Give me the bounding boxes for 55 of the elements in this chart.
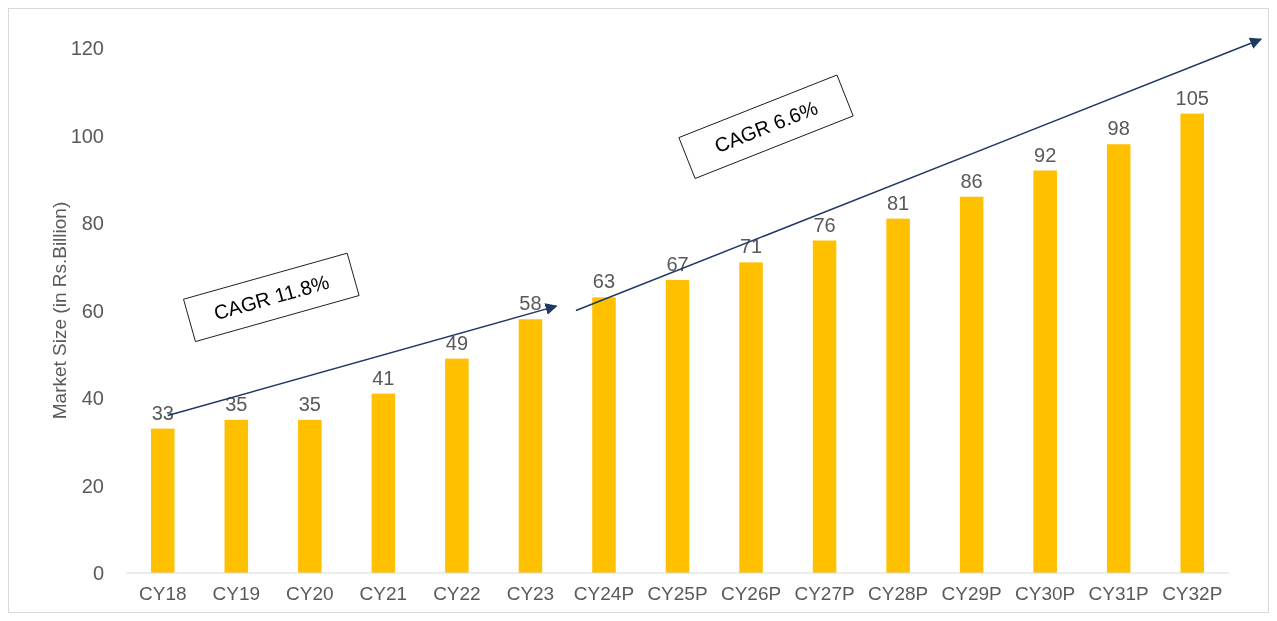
x-tick-label: CY22 xyxy=(433,583,481,604)
x-tick-label: CY25P xyxy=(647,583,708,604)
y-tick-label: 20 xyxy=(81,474,104,497)
data-label: 105 xyxy=(1175,86,1209,109)
x-tick-label: CY28P xyxy=(868,583,929,604)
annotation: CAGR 6.6% xyxy=(711,96,821,158)
y-tick-label: 120 xyxy=(70,37,104,59)
x-tick-label: CY29P xyxy=(941,583,1002,604)
x-tick-label: CY21 xyxy=(359,583,408,604)
bar xyxy=(665,279,690,573)
bar xyxy=(1106,144,1131,573)
data-label: 71 xyxy=(739,235,763,258)
bar xyxy=(445,358,469,573)
y-axis-title: Market Size (in Rs.Billion) xyxy=(49,201,70,420)
y-tick-label: 100 xyxy=(70,124,104,147)
bar xyxy=(1180,113,1204,573)
x-tick-label: CY26P xyxy=(720,583,782,604)
x-tick-label: CY31P xyxy=(1088,583,1149,604)
data-label: 35 xyxy=(298,392,321,415)
bar xyxy=(959,196,984,573)
data-label: 33 xyxy=(151,401,174,424)
x-tick-label: CY27P xyxy=(794,583,855,604)
bar xyxy=(1033,170,1057,573)
data-label: 81 xyxy=(886,191,910,214)
bar xyxy=(151,428,175,573)
bar xyxy=(298,419,322,573)
y-tick-label: 80 xyxy=(81,212,104,234)
bar xyxy=(739,262,763,573)
x-tick-label: CY30P xyxy=(1015,583,1076,604)
data-label: 41 xyxy=(372,366,395,389)
x-tick-label: CY19 xyxy=(212,583,261,604)
bar xyxy=(592,297,616,573)
data-label: 86 xyxy=(960,169,983,192)
bar xyxy=(886,218,910,573)
y-tick-label: 0 xyxy=(92,562,104,584)
data-label: 58 xyxy=(519,292,542,315)
x-tick-label: CY23 xyxy=(506,583,555,604)
data-label: 35 xyxy=(225,392,248,415)
x-tick-label: CY32P xyxy=(1162,583,1223,604)
y-tick-label: 60 xyxy=(81,299,104,322)
x-tick-label: CY20 xyxy=(286,583,334,604)
data-label: 49 xyxy=(445,331,469,354)
bar xyxy=(812,240,837,573)
y-tick-label: 40 xyxy=(81,387,104,409)
data-label: 98 xyxy=(1107,117,1130,140)
bar xyxy=(371,393,396,573)
bar xyxy=(224,419,249,573)
annotation: CAGR 11.8% xyxy=(211,270,332,325)
data-label: 63 xyxy=(592,270,616,293)
data-label: 76 xyxy=(813,213,836,236)
data-label: 92 xyxy=(1034,143,1057,166)
data-label: 67 xyxy=(666,252,689,275)
x-tick-label: CY18 xyxy=(139,583,187,604)
x-tick-label: CY24P xyxy=(573,583,635,604)
bar xyxy=(518,319,543,573)
